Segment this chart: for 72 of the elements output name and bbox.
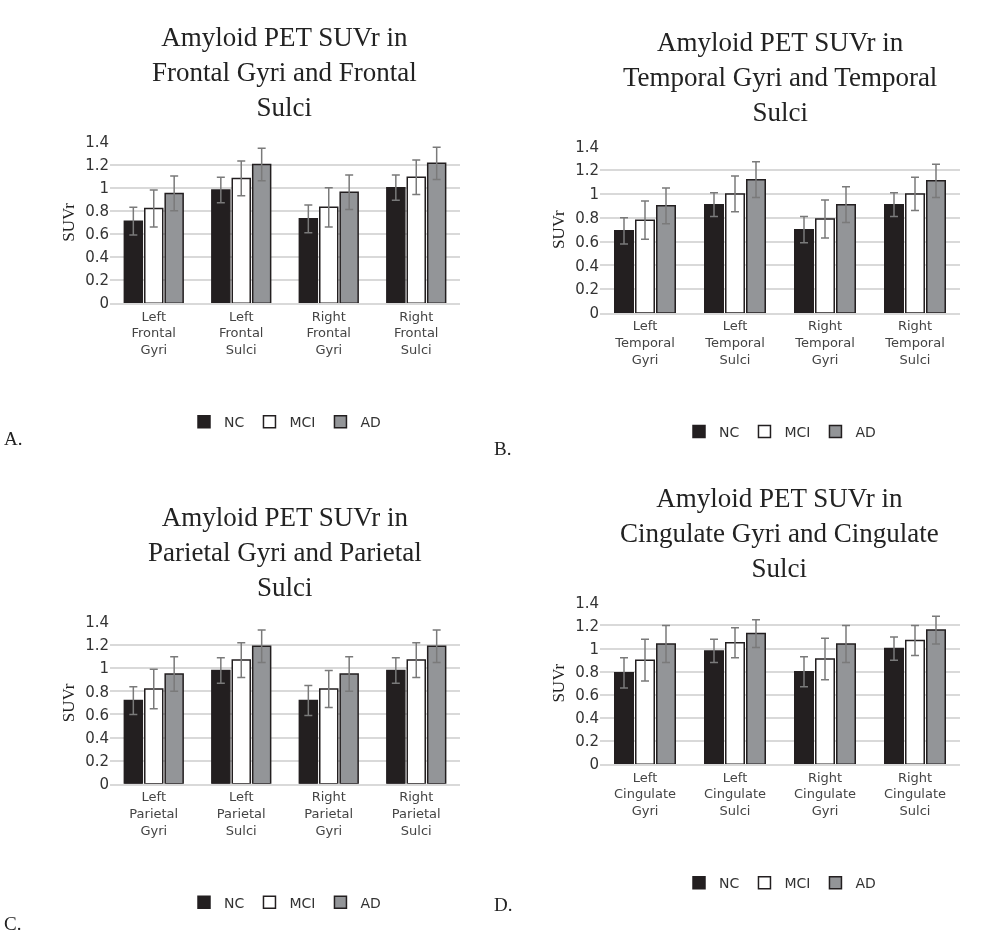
y-tick-label: 0.6: [85, 225, 109, 244]
y-tick-label: 1.4: [575, 593, 599, 612]
y-tick-label: 1.2: [575, 161, 599, 180]
text: D.: [494, 894, 513, 915]
y-tick-label: 0.6: [575, 232, 599, 251]
y-tick-label: 1.2: [85, 155, 109, 174]
y-tick-label: 0.4: [575, 256, 599, 275]
y-tick-label: 1.2: [575, 616, 599, 635]
y-tick-label: 0.8: [575, 662, 599, 681]
x-tick-label: Left Frontal Gyri: [131, 308, 176, 358]
y-tick-label: 0.2: [575, 732, 599, 751]
y-tick-label: 0.8: [85, 682, 109, 701]
y-axis-title: SUVr: [58, 202, 78, 242]
x-tick-label: Right Parietal Gyri: [304, 789, 354, 838]
chart-title: Amyloid PET SUVr in Frontal Gyri and Frontal Sulci: [152, 22, 417, 123]
x-tick-label: Right Frontal Sulci: [394, 308, 439, 358]
text: C.: [4, 913, 22, 934]
y-tick-label: 0.6: [85, 705, 109, 724]
y-tick-label: 0.8: [85, 202, 109, 220]
x-tick-label: Left Parietal Sulci: [216, 789, 266, 838]
legend-label: MCI: [784, 424, 811, 441]
legend-label: AD: [855, 875, 876, 892]
x-tick-label: Right Temporal Gyri: [794, 318, 855, 368]
y-tick-label: 1.4: [85, 132, 109, 151]
y-tick-label: 1: [589, 639, 599, 658]
y-tick-label: 0: [99, 775, 109, 794]
legend-label: MCI: [289, 894, 316, 911]
x-tick-label: Right Frontal Gyri: [306, 308, 351, 358]
text: B.: [494, 438, 512, 459]
legend-label: NC: [224, 414, 245, 431]
y-tick-label: 1: [589, 185, 599, 204]
legend-label: AD: [360, 414, 381, 431]
legend-label: NC: [719, 875, 740, 892]
y-tick-label: 0.2: [575, 280, 599, 299]
legend-label: AD: [360, 894, 381, 911]
x-tick-label: Right Temporal Sulci: [884, 318, 945, 368]
x-tick-label: Left Cingulate Sulci: [703, 769, 767, 819]
legend-label: NC: [719, 424, 740, 441]
y-tick-label: 0.4: [575, 709, 599, 728]
y-tick-label: 0: [589, 755, 599, 774]
legend-label: AD: [855, 424, 876, 441]
y-tick-label: 0.4: [85, 728, 109, 747]
y-tick-label: 0.8: [575, 209, 599, 227]
x-tick-label: Left Temporal Sulci: [704, 318, 765, 368]
y-tick-label: 1.2: [85, 636, 109, 655]
x-tick-label: Right Parietal Sulci: [391, 789, 441, 838]
chart-title: Amyloid PET SUVr in Cingulate Gyri and Cingulate Sulci: [620, 483, 939, 584]
y-tick-label: 1.4: [575, 137, 599, 156]
x-tick-label: Right Cingulate Sulci: [883, 769, 947, 819]
y-axis-title: SUVr: [548, 663, 568, 703]
legend-label: MCI: [289, 414, 316, 431]
x-tick-label: Left Frontal Sulci: [219, 308, 264, 358]
x-tick-label: Left Cingulate Gyri: [613, 769, 677, 819]
y-tick-label: 1.4: [85, 613, 109, 632]
legend-label: MCI: [784, 875, 811, 892]
y-tick-label: 1: [99, 659, 109, 678]
y-tick-label: 0.2: [85, 751, 109, 770]
x-tick-label: Left Temporal Gyri: [614, 318, 675, 368]
y-tick-label: 0.2: [85, 271, 109, 290]
text: A.: [4, 428, 23, 449]
legend-label: NC: [224, 894, 245, 911]
x-tick-label: Right Cingulate Gyri: [793, 769, 857, 819]
y-tick-label: 0: [99, 294, 109, 313]
y-axis-title: SUVr: [58, 683, 78, 723]
chart-title: Amyloid PET SUVr in Temporal Gyri and Temporal Sulci: [623, 27, 938, 128]
y-tick-label: 0: [589, 304, 599, 323]
y-axis-title: SUVr: [548, 210, 568, 249]
y-tick-label: 1: [99, 178, 109, 197]
x-tick-label: Left Parietal Gyri: [129, 789, 179, 838]
chart-title: Amyloid PET SUVr in Parietal Gyri and Parietal Sulci: [148, 502, 422, 603]
y-tick-label: 0.4: [85, 248, 109, 267]
y-tick-label: 0.6: [575, 686, 599, 705]
